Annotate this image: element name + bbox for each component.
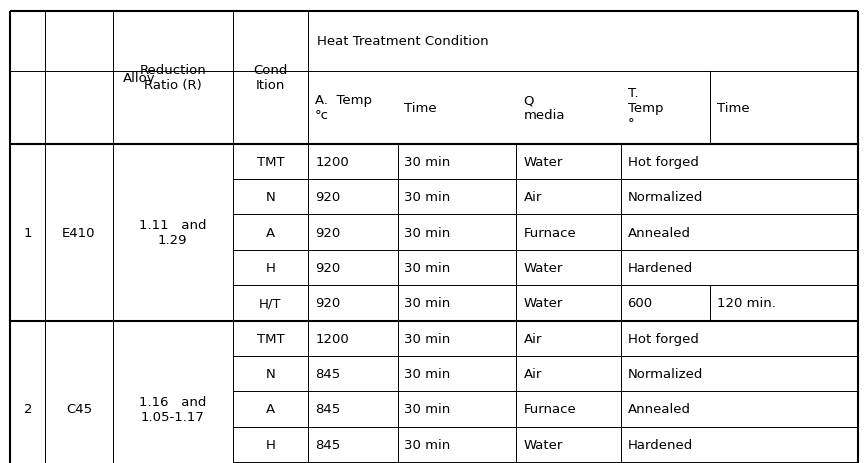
Text: Hardened: Hardened: [628, 262, 693, 275]
Text: Time: Time: [404, 101, 437, 115]
Text: 920: 920: [315, 262, 340, 275]
Text: 920: 920: [315, 191, 340, 204]
Text: 30 min: 30 min: [404, 156, 450, 169]
Text: H: H: [266, 438, 275, 451]
Text: 120 min.: 120 min.: [717, 297, 776, 310]
Text: Annealed: Annealed: [628, 402, 691, 416]
Text: 30 min: 30 min: [404, 297, 450, 310]
Text: 30 min: 30 min: [404, 438, 450, 451]
Text: A: A: [266, 226, 275, 239]
Text: Heat Treatment Condition: Heat Treatment Condition: [317, 35, 489, 48]
Text: Hot forged: Hot forged: [628, 332, 699, 345]
Text: 30 min: 30 min: [404, 332, 450, 345]
Text: Water: Water: [523, 156, 562, 169]
Text: 845: 845: [315, 438, 340, 451]
Text: N: N: [266, 191, 275, 204]
Text: 30 min: 30 min: [404, 226, 450, 239]
Text: TMT: TMT: [257, 156, 284, 169]
Text: Cond
Ition: Cond Ition: [253, 64, 287, 92]
Text: N: N: [266, 367, 275, 380]
Text: Water: Water: [523, 438, 562, 451]
Text: Hot forged: Hot forged: [628, 156, 699, 169]
Text: H: H: [266, 262, 275, 275]
Text: Air: Air: [523, 191, 542, 204]
Text: 30 min: 30 min: [404, 402, 450, 416]
Text: C45: C45: [66, 402, 92, 416]
Text: 1200: 1200: [315, 332, 349, 345]
Text: A: A: [266, 402, 275, 416]
Text: TMT: TMT: [257, 332, 284, 345]
Text: 1200: 1200: [315, 156, 349, 169]
Text: Furnace: Furnace: [523, 402, 576, 416]
Text: 30 min: 30 min: [404, 262, 450, 275]
Text: Normalized: Normalized: [628, 367, 703, 380]
Text: 845: 845: [315, 402, 340, 416]
Text: E410: E410: [62, 226, 95, 239]
Text: Normalized: Normalized: [628, 191, 703, 204]
Text: Water: Water: [523, 297, 562, 310]
Text: Time: Time: [717, 101, 750, 115]
Text: A.  Temp
°c: A. Temp °c: [315, 94, 372, 122]
Text: Furnace: Furnace: [523, 226, 576, 239]
Text: 600: 600: [628, 297, 653, 310]
Text: 1.11   and
1.29: 1.11 and 1.29: [139, 219, 207, 247]
Text: Water: Water: [523, 262, 562, 275]
Text: 1.16   and
1.05-1.17: 1.16 and 1.05-1.17: [139, 395, 207, 423]
Text: Alloy: Alloy: [122, 71, 155, 85]
Text: 920: 920: [315, 297, 340, 310]
Text: 30 min: 30 min: [404, 191, 450, 204]
Text: T.
Temp
°: T. Temp °: [628, 87, 663, 130]
Text: Hardened: Hardened: [628, 438, 693, 451]
Text: 30 min: 30 min: [404, 367, 450, 380]
Text: H/T: H/T: [260, 297, 281, 310]
Text: Annealed: Annealed: [628, 226, 691, 239]
Text: 1: 1: [23, 226, 32, 239]
Text: Air: Air: [523, 367, 542, 380]
Text: Reduction
Ratio (R): Reduction Ratio (R): [140, 64, 206, 92]
Text: 845: 845: [315, 367, 340, 380]
Text: Q
media: Q media: [523, 94, 565, 122]
Text: 2: 2: [23, 402, 32, 416]
Text: Air: Air: [523, 332, 542, 345]
Text: 920: 920: [315, 226, 340, 239]
